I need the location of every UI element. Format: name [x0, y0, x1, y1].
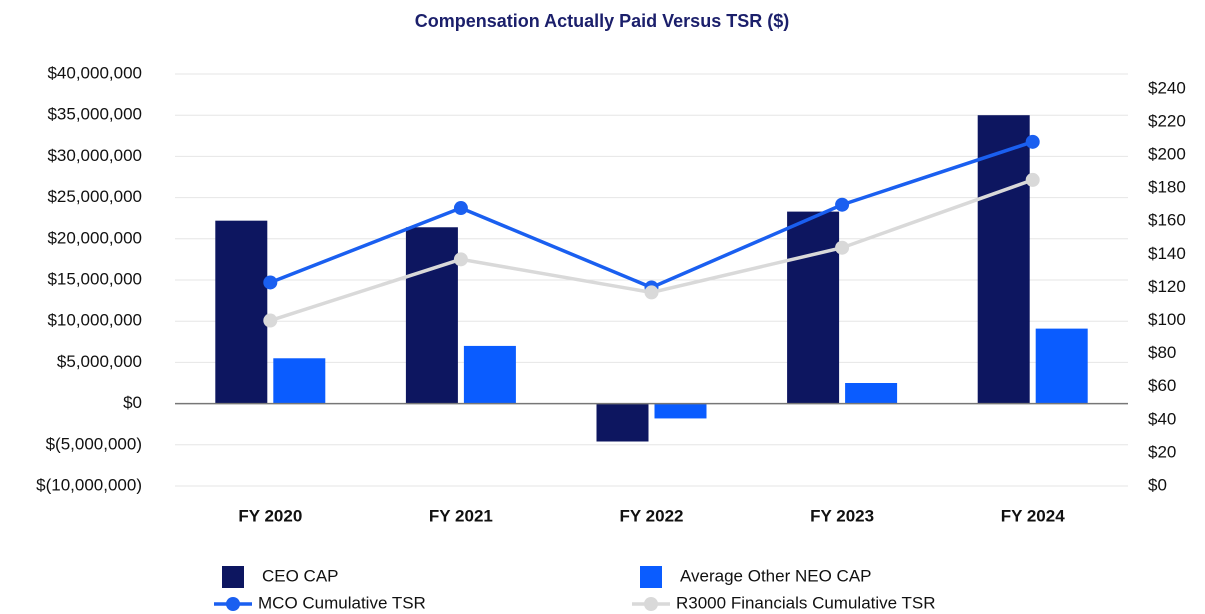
bar — [215, 220, 268, 404]
bar — [787, 211, 840, 404]
legend-label: Average Other NEO CAP — [680, 566, 872, 585]
y2-tick-label: $100 — [1148, 310, 1186, 329]
y2-tick-label: $160 — [1148, 211, 1186, 230]
bar — [273, 358, 326, 404]
y-tick-label: $15,000,000 — [47, 269, 142, 288]
bar — [596, 403, 649, 442]
y2-tick-label: $80 — [1148, 343, 1176, 362]
y-tick-label: $40,000,000 — [47, 63, 142, 82]
y-tick-label: $5,000,000 — [57, 352, 142, 371]
legend-label: R3000 Financials Cumulative TSR — [676, 593, 936, 612]
y2-tick-label: $220 — [1148, 111, 1186, 130]
y-tick-label: $10,000,000 — [47, 311, 142, 330]
line-point — [835, 197, 850, 212]
legend-swatch — [640, 566, 662, 588]
y-tick-label: $25,000,000 — [47, 187, 142, 206]
y-tick-label: $20,000,000 — [47, 228, 142, 247]
line-point — [263, 313, 278, 328]
legend-marker — [226, 597, 240, 611]
bar — [1035, 328, 1088, 404]
line-point — [453, 201, 468, 216]
y2-tick-label: $240 — [1148, 78, 1186, 97]
x-tick-label: FY 2022 — [620, 506, 684, 525]
line — [269, 140, 1034, 290]
y-tick-label: $35,000,000 — [47, 105, 142, 124]
y2-tick-label: $60 — [1148, 376, 1176, 395]
line-point — [1025, 172, 1040, 187]
y2-tick-label: $20 — [1148, 442, 1176, 461]
legend-label: CEO CAP — [262, 566, 339, 585]
x-tick-label: FY 2020 — [238, 506, 302, 525]
y-tick-label: $(10,000,000) — [36, 475, 142, 494]
x-tick-label: FY 2021 — [429, 506, 493, 525]
x-tick-label: FY 2024 — [1001, 506, 1066, 525]
bar — [845, 383, 898, 404]
chart-title: Compensation Actually Paid Versus TSR ($… — [415, 11, 789, 31]
line-point — [263, 275, 278, 290]
y2-tick-label: $120 — [1148, 277, 1186, 296]
y2-tick-label: $0 — [1148, 475, 1167, 494]
bar — [463, 345, 516, 404]
y2-tick-label: $40 — [1148, 409, 1176, 428]
y2-tick-label: $180 — [1148, 178, 1186, 197]
legend-swatch — [222, 566, 244, 588]
legend-marker — [644, 597, 658, 611]
bar — [977, 115, 1030, 404]
y-tick-label: $30,000,000 — [47, 146, 142, 165]
y-tick-label: $0 — [123, 393, 142, 412]
line — [269, 178, 1034, 323]
y2-tick-label: $140 — [1148, 244, 1186, 263]
line-point — [1025, 134, 1040, 149]
bar — [654, 403, 707, 419]
bar — [405, 227, 458, 404]
line-point — [453, 252, 468, 267]
line-point — [835, 240, 850, 255]
y2-tick-label: $200 — [1148, 145, 1186, 164]
x-tick-label: FY 2023 — [810, 506, 874, 525]
legend-label: MCO Cumulative TSR — [258, 593, 426, 612]
y-tick-label: $(5,000,000) — [46, 434, 142, 453]
line-point — [644, 285, 659, 300]
